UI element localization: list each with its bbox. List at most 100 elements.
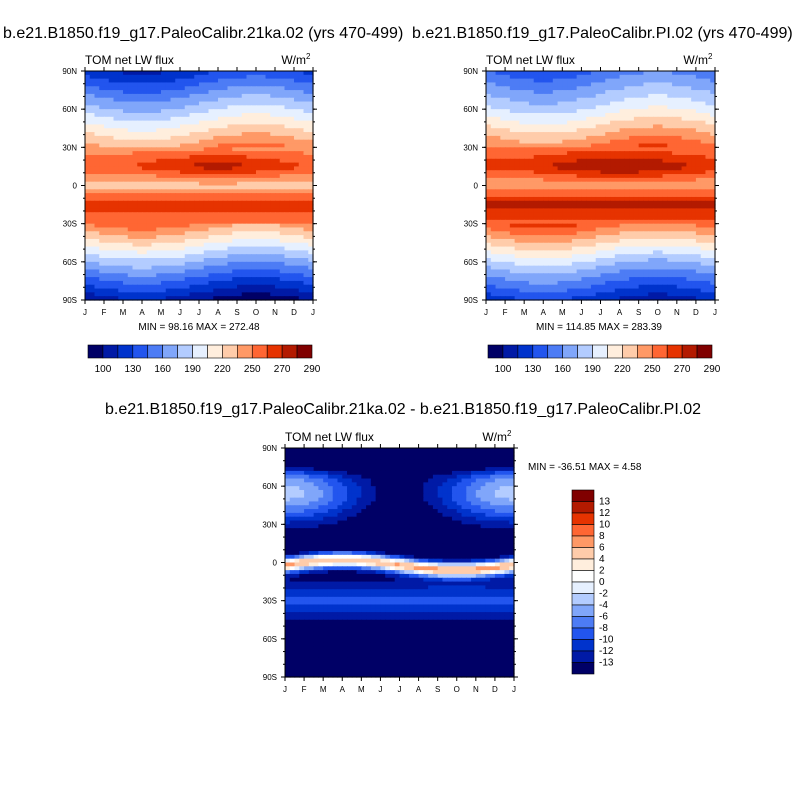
heatmap-cell (576, 105, 583, 110)
heatmap-cell (137, 254, 143, 259)
heatmap-cell (533, 90, 540, 95)
heatmap-cell (548, 204, 554, 209)
heatmap-cell (567, 177, 573, 183)
heatmap-cell (132, 227, 138, 232)
heatmap-cell (284, 143, 290, 148)
heatmap-cell (151, 265, 157, 271)
heatmap-cell (710, 139, 716, 145)
heatmap-cell (94, 189, 100, 194)
heatmap-cell (571, 93, 578, 99)
heatmap-cell (528, 128, 535, 133)
heatmap-cell (486, 200, 492, 206)
heatmap-cell (538, 90, 544, 95)
heatmap-cell (294, 101, 300, 106)
heatmap-cell (562, 151, 568, 156)
heatmap-cell (681, 162, 687, 168)
heatmap-cell (624, 174, 630, 179)
heatmap-cell (151, 250, 157, 255)
heatmap-cell (490, 132, 497, 137)
heatmap-cell (533, 227, 540, 232)
heatmap-cell (251, 158, 257, 164)
heatmap-cell (284, 223, 290, 229)
heatmap-cell (672, 128, 678, 133)
heatmap-cell (99, 97, 105, 103)
heatmap-cell (165, 189, 172, 194)
heatmap-cell (118, 258, 124, 263)
heatmap-cell (256, 246, 262, 251)
heatmap-cell (543, 97, 549, 103)
heatmap-cell (146, 265, 153, 271)
heatmap-cell (700, 204, 707, 209)
heatmap-cell (137, 250, 143, 255)
heatmap-cell (505, 185, 511, 190)
heatmap-cell (533, 212, 540, 217)
heatmap-cell (490, 124, 497, 129)
heatmap-cell (571, 112, 578, 118)
heatmap-cell (514, 74, 520, 80)
colorbar-swatch (192, 344, 208, 359)
heatmap-cell (576, 135, 583, 141)
heatmap-cell (222, 235, 229, 240)
heatmap-cell (227, 231, 233, 236)
heatmap-cell (123, 280, 129, 286)
heatmap-cell (94, 112, 100, 118)
heatmap-cell (256, 219, 262, 225)
heatmap-cell (691, 86, 697, 91)
heatmap-cell (265, 132, 271, 137)
heatmap-cell (275, 277, 281, 282)
heatmap-cell (184, 284, 191, 290)
heatmap-cell (184, 277, 191, 282)
heatmap-cell (118, 86, 124, 91)
heatmap-cell (260, 120, 267, 126)
heatmap-cell (156, 258, 162, 263)
heatmap-cell (270, 74, 276, 80)
heatmap-cell (232, 147, 238, 152)
heatmap-cell (232, 181, 238, 187)
heatmap-cell (265, 74, 271, 80)
heatmap-cell (695, 181, 702, 187)
heatmap-cell (184, 135, 191, 141)
heatmap-cell (691, 189, 697, 194)
heatmap-cell (595, 116, 602, 122)
heatmap-cell (686, 124, 692, 129)
heatmap-cell (199, 170, 205, 175)
heatmap-cell (170, 105, 176, 110)
heatmap-cell (175, 185, 181, 190)
heatmap-cell (251, 193, 257, 198)
heatmap-cell (672, 212, 678, 217)
heatmap-cell (251, 147, 257, 152)
heatmap-cell (151, 231, 157, 236)
heatmap-cell (543, 223, 549, 229)
heatmap-cell (156, 200, 162, 206)
heatmap-cell (99, 128, 105, 133)
heatmap-cell (548, 101, 554, 106)
heatmap-cell (108, 90, 115, 95)
heatmap-cell (676, 109, 683, 114)
heatmap-cell (251, 120, 257, 126)
x-tick-label: D (291, 308, 297, 317)
heatmap-cell (614, 116, 621, 122)
heatmap-cell (127, 277, 134, 282)
heatmap-cell (500, 109, 506, 114)
heatmap-cell (672, 154, 678, 160)
heatmap-cell (710, 120, 716, 126)
heatmap-cell (662, 196, 668, 202)
heatmap-cell (590, 74, 597, 80)
heatmap-cell (265, 154, 271, 160)
heatmap-cell (500, 112, 506, 118)
heatmap-cell (175, 170, 181, 175)
heatmap-cell (605, 151, 611, 156)
heatmap-cell (524, 181, 530, 187)
heatmap-cell (156, 277, 162, 282)
heatmap-cell (705, 166, 711, 171)
heatmap-cell (710, 128, 716, 133)
heatmap-cell (123, 124, 129, 129)
heatmap-cell (590, 166, 597, 171)
heatmap-cell (165, 124, 172, 129)
heatmap-cell (294, 177, 300, 183)
heatmap-cell (127, 71, 134, 76)
heatmap-cell (524, 166, 530, 171)
heatmap-cell (614, 86, 621, 91)
heatmap-cell (543, 143, 549, 148)
heatmap-cell (180, 82, 186, 87)
